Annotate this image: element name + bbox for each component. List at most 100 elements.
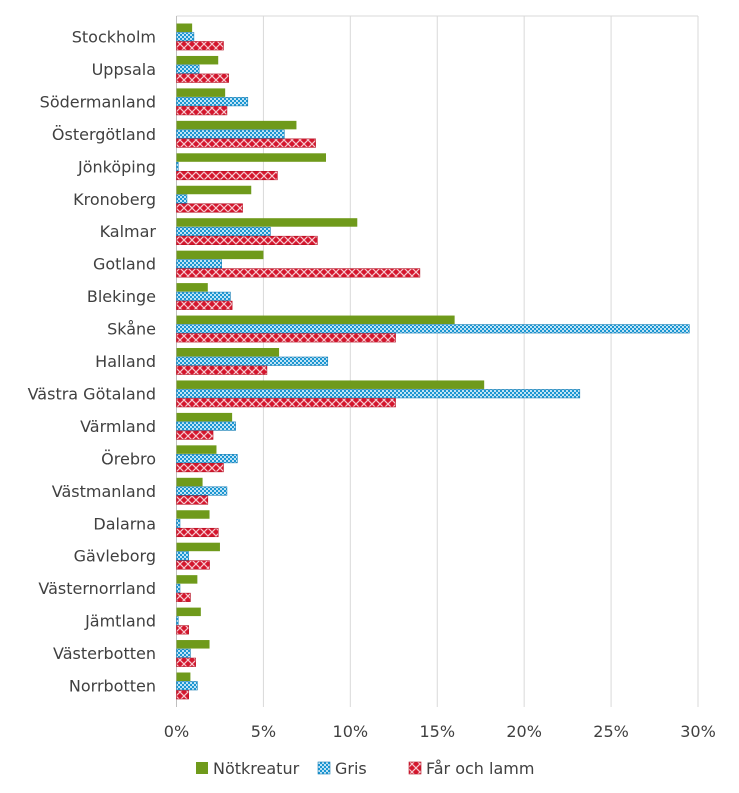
bar-notkreatur: [176, 185, 252, 195]
bar-far-och-lamm: [176, 560, 210, 570]
legend-swatch: [408, 761, 422, 775]
bar-gris: [176, 648, 191, 658]
bar-far-och-lamm: [176, 73, 229, 83]
bar-far-och-lamm: [176, 657, 196, 667]
category-label: Norrbotten: [69, 677, 156, 696]
bar-gris: [176, 259, 222, 269]
bar-gris: [176, 64, 200, 74]
bar-notkreatur: [176, 477, 203, 487]
category-label: Stockholm: [72, 28, 156, 47]
bar-notkreatur: [176, 250, 264, 260]
bar-notkreatur: [176, 88, 226, 97]
category-label: Halland: [95, 352, 156, 371]
bar-notkreatur: [176, 55, 219, 65]
category-label: Dalarna: [93, 514, 156, 533]
category-label: Kronoberg: [73, 190, 156, 209]
category-labels: Stockholm Uppsala Södermanland Östergötland…: [28, 28, 157, 696]
legend-label: Får och lamm: [426, 759, 534, 778]
bar-notkreatur: [176, 445, 217, 454]
category-label: Uppsala: [92, 60, 156, 79]
legend-swatch: [317, 761, 331, 775]
bar-gris: [176, 32, 195, 42]
category-label: Östergötland: [52, 125, 156, 144]
bar-gris: [176, 162, 179, 172]
bar-far-och-lamm: [176, 235, 318, 245]
bar-far-och-lamm: [176, 268, 421, 278]
category-label: Jönköping: [77, 157, 156, 176]
bar-far-och-lamm: [176, 203, 243, 213]
bar-notkreatur: [176, 315, 455, 325]
x-tick-label: 5%: [251, 722, 276, 741]
category-label: Västmanland: [52, 482, 156, 501]
bar-gris: [176, 518, 181, 529]
bar-gris: [176, 583, 181, 593]
bar-notkreatur: [176, 575, 198, 584]
bar-gris: [176, 486, 228, 496]
category-label: Västerbotten: [53, 644, 156, 663]
bar-gris: [176, 421, 236, 431]
x-tick-label: 0%: [164, 722, 189, 741]
bar-far-och-lamm: [176, 527, 219, 538]
category-label: Västra Götaland: [28, 384, 156, 403]
bar-far-och-lamm: [176, 106, 228, 116]
bar-notkreatur: [176, 218, 358, 227]
bar-far-och-lamm: [176, 592, 191, 602]
bar-far-och-lamm: [176, 625, 189, 635]
x-tick-label: 25%: [593, 722, 629, 741]
bars: [176, 23, 690, 700]
category-label: Jämtland: [84, 612, 156, 631]
bar-gris: [176, 389, 581, 399]
category-label: Örebro: [101, 449, 156, 468]
category-label: Skåne: [107, 320, 156, 339]
bar-notkreatur: [176, 283, 208, 292]
legend-swatch: [196, 762, 208, 774]
bar-notkreatur: [176, 640, 210, 649]
bar-notkreatur: [176, 542, 220, 552]
category-label: Blekinge: [87, 287, 156, 306]
bar-gris: [176, 226, 271, 236]
category-label: Kalmar: [100, 222, 157, 241]
category-label: Värmland: [80, 417, 156, 436]
bar-notkreatur: [176, 510, 210, 519]
legend-label: Gris: [335, 759, 367, 778]
x-tick-label: 30%: [680, 722, 716, 741]
category-label: Västernorrland: [38, 579, 156, 598]
x-tick-label: 10%: [333, 722, 369, 741]
x-tick-label: 15%: [419, 722, 455, 741]
category-label: Gävleborg: [74, 547, 156, 566]
bar-gris: [176, 454, 238, 464]
x-tick-labels: 0% 5% 10% 15% 20% 25% 30%: [164, 722, 716, 741]
x-tick-label: 20%: [506, 722, 542, 741]
legend: Nötkreatur Gris Får och lamm: [196, 759, 534, 778]
bar-notkreatur: [176, 607, 201, 617]
bar-far-och-lamm: [176, 300, 233, 310]
bar-gris: [176, 291, 231, 301]
bar-far-och-lamm: [176, 398, 396, 408]
bar-gris: [176, 324, 690, 334]
category-label: Gotland: [93, 255, 156, 274]
bar-far-och-lamm: [176, 333, 396, 343]
bar-far-och-lamm: [176, 171, 278, 181]
bar-far-och-lamm: [176, 495, 209, 505]
bar-gris: [176, 129, 285, 139]
bar-far-och-lamm: [176, 138, 316, 148]
bar-far-och-lamm: [176, 365, 268, 375]
category-label: Södermanland: [40, 92, 156, 111]
bar-notkreatur: [176, 153, 326, 162]
bar-gris: [176, 97, 249, 107]
bar-gris: [176, 194, 188, 204]
bar-notkreatur: [176, 672, 191, 681]
bar-gris: [176, 551, 189, 561]
bar-far-och-lamm: [176, 430, 214, 440]
bar-far-och-lamm: [176, 463, 224, 473]
bar-far-och-lamm: [176, 41, 224, 51]
bar-notkreatur: [176, 412, 233, 422]
bar-notkreatur: [176, 120, 297, 130]
bar-gris: [176, 616, 179, 626]
bar-notkreatur: [176, 348, 280, 357]
bar-far-och-lamm: [176, 690, 189, 700]
bar-notkreatur: [176, 380, 485, 389]
bar-notkreatur: [176, 23, 193, 32]
bar-gris: [176, 356, 329, 366]
